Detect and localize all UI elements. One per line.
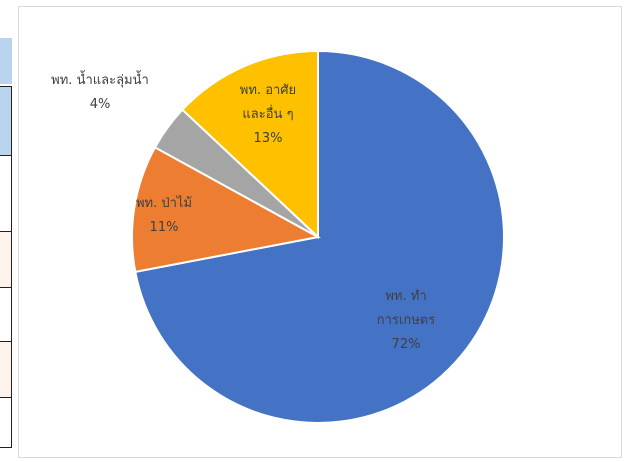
data-label-category: และอื่น ๆ xyxy=(242,105,293,122)
table-header-cell xyxy=(0,38,12,84)
slice-forest[interactable] xyxy=(131,146,321,274)
pie-slices xyxy=(131,49,505,424)
data-label-category: การเกษตร xyxy=(377,313,435,328)
table-cell xyxy=(0,398,12,448)
data-label-percent: 72% xyxy=(392,337,421,352)
table-cell xyxy=(0,86,12,156)
slice-residential[interactable] xyxy=(180,49,319,240)
data-label-percent: 13% xyxy=(254,131,283,146)
table-cell xyxy=(0,232,12,288)
data-label-category: พท. ป่าไม้ xyxy=(136,195,192,211)
table-cell xyxy=(0,288,12,342)
table-cell xyxy=(0,156,12,232)
data-label-category: พท. ทำ xyxy=(385,289,426,304)
table-cell xyxy=(0,342,12,398)
data-label-percent: 4% xyxy=(90,97,111,112)
data-label-category: พท. อาศัย xyxy=(240,83,296,98)
data-label-percent: 11% xyxy=(150,220,179,235)
spreadsheet-column-fragment xyxy=(0,0,14,462)
data-label-category: พท. น้ำและลุ่มน้ำ xyxy=(51,70,149,88)
